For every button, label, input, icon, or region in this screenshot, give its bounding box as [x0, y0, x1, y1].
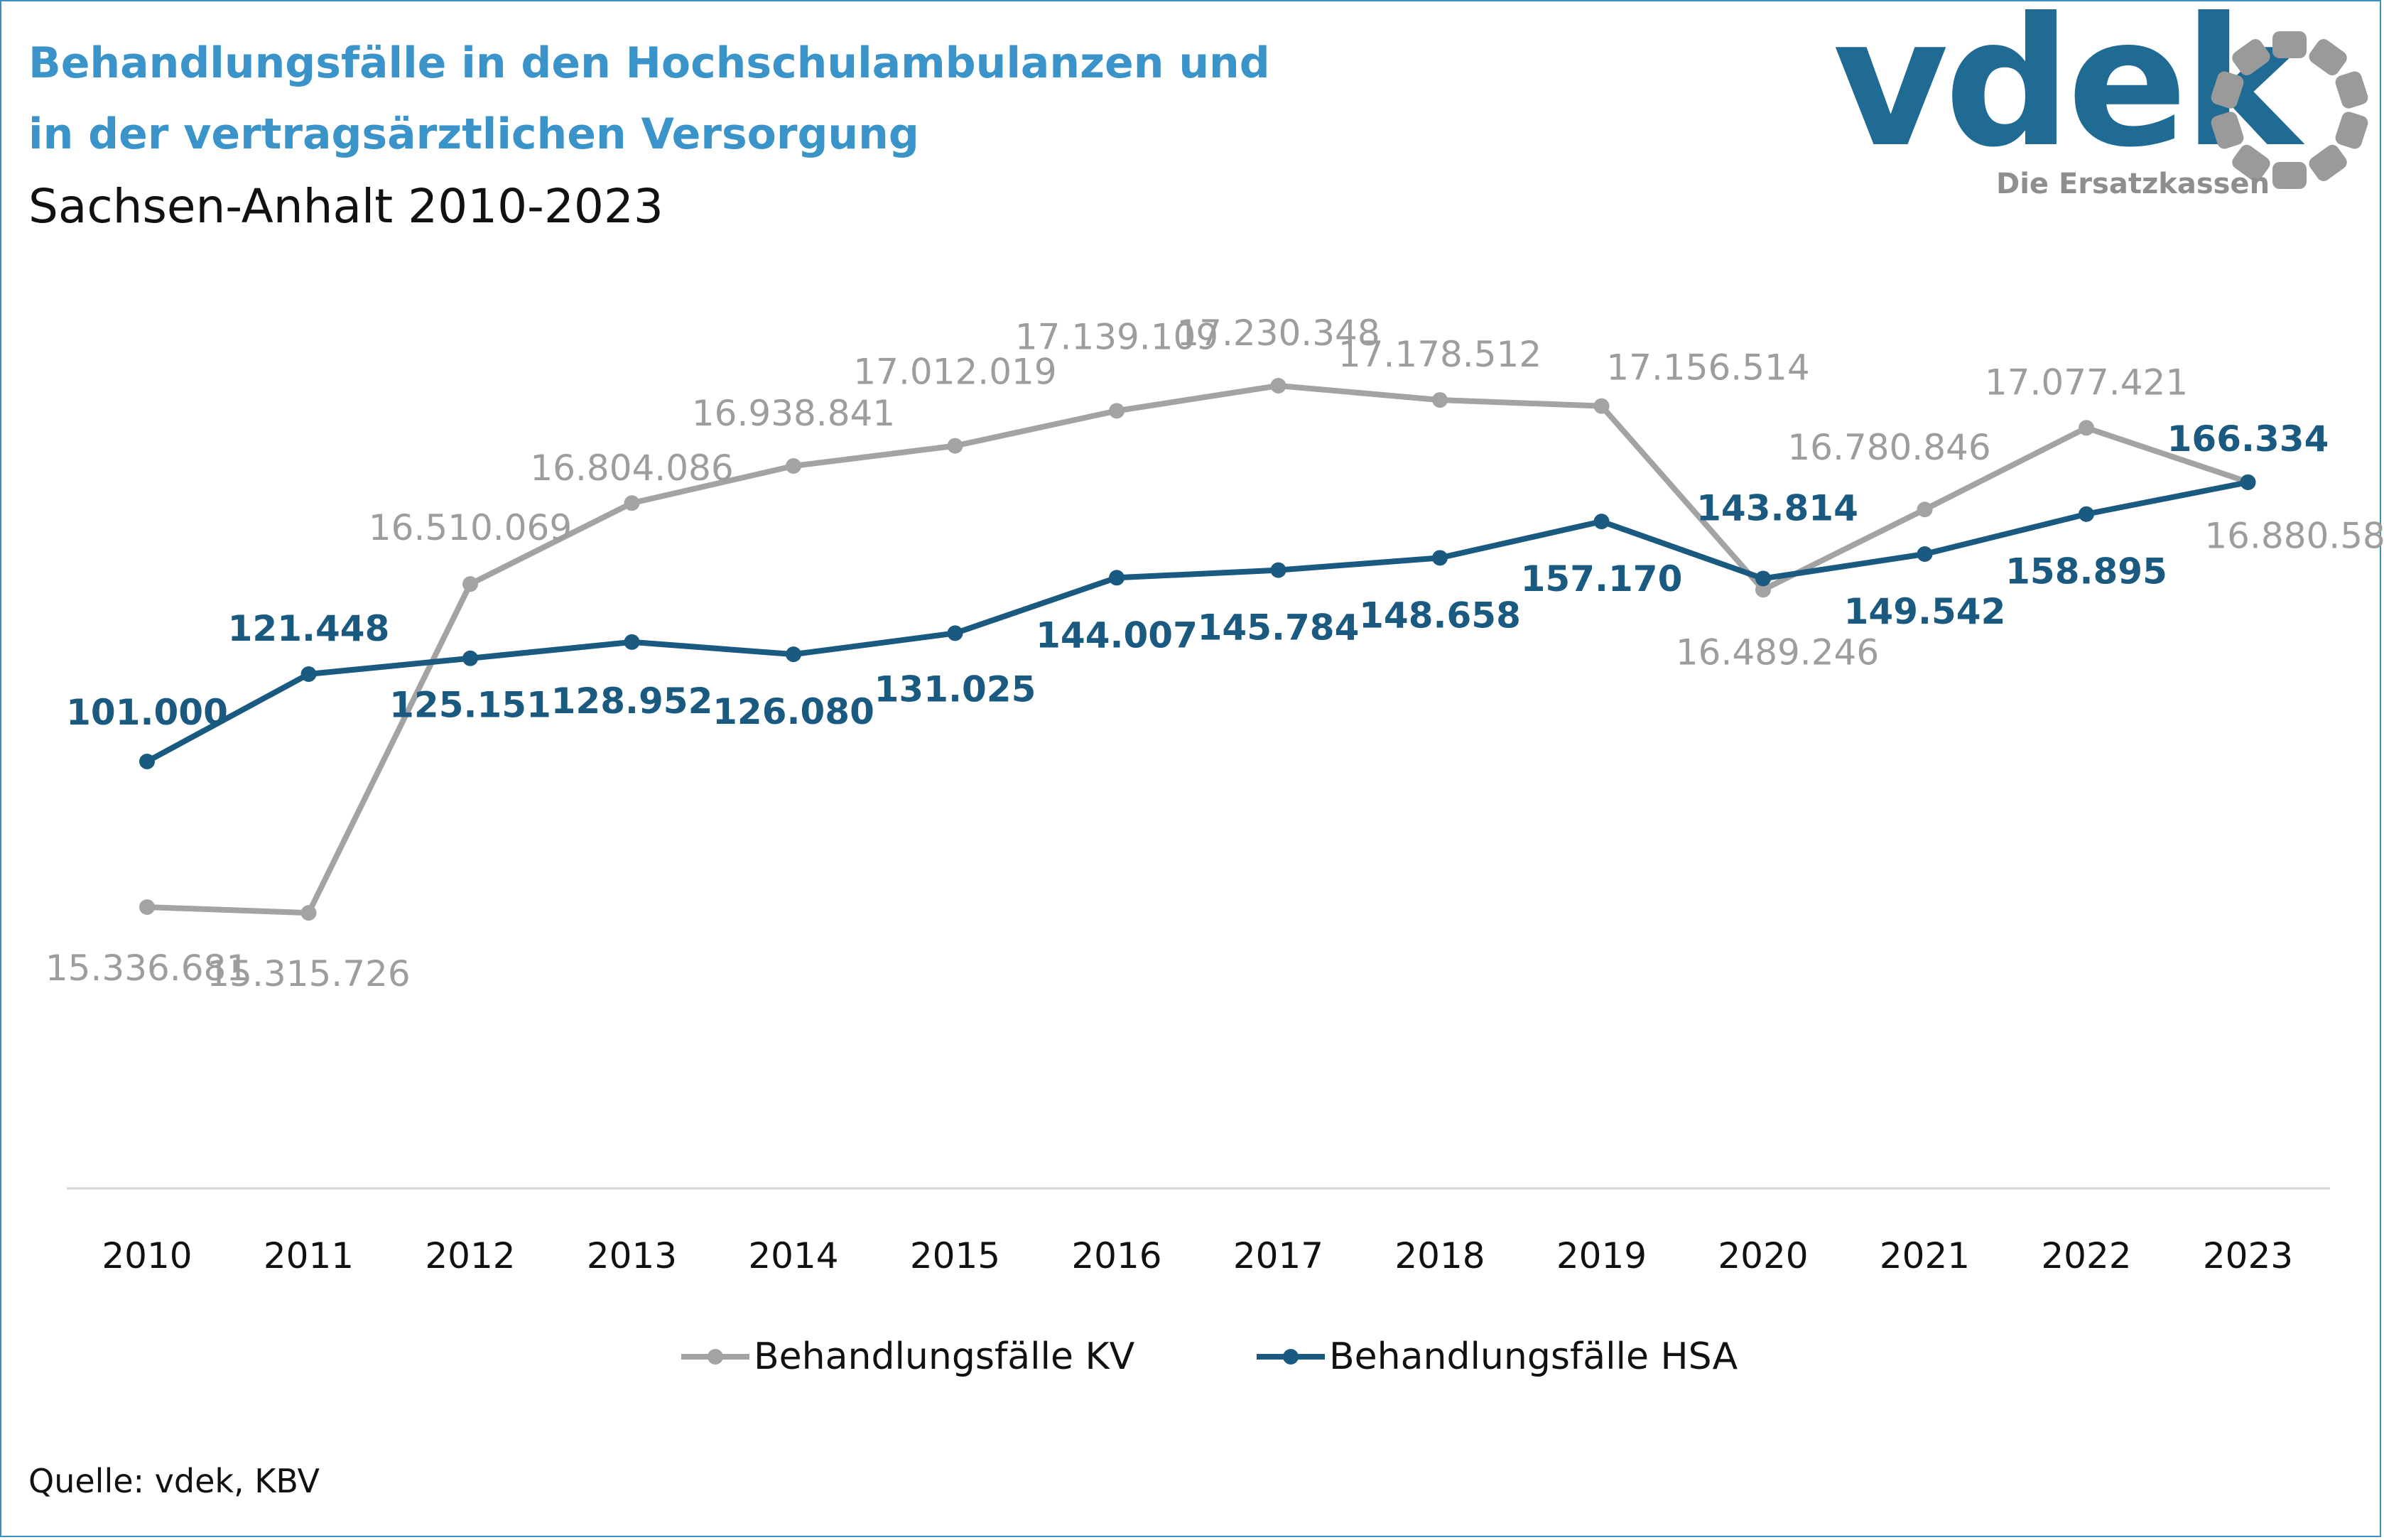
source-note: Quelle: vdek, KBV	[28, 1462, 320, 1500]
data-point-hsa	[947, 625, 963, 641]
chart-title-line-2: in der vertragsärztlichen Versorgung	[28, 109, 919, 159]
x-tick-label: 2023	[2203, 1235, 2293, 1276]
data-point-hsa	[786, 646, 801, 663]
logo-segment	[2232, 144, 2270, 181]
data-label-kv: 17.139.109	[1015, 316, 1218, 357]
data-point-kv	[1755, 582, 1771, 598]
data-point-hsa	[1109, 570, 1125, 586]
data-point-kv	[624, 495, 640, 511]
x-tick-label: 2022	[2041, 1235, 2131, 1276]
data-point-kv	[300, 905, 317, 921]
data-label-kv: 17.077.421	[1985, 362, 2188, 403]
data-label-kv: 16.804.086	[530, 448, 733, 489]
data-label-kv: 17.230.348	[1176, 313, 1380, 354]
x-tick-label: 2016	[1071, 1235, 1161, 1276]
data-point-hsa	[1917, 546, 1933, 563]
x-tick-label: 2018	[1394, 1235, 1485, 1276]
chart-title-line-1: Behandlungsfälle in den Hochschulambulan…	[28, 38, 1270, 88]
data-label-kv: 17.156.514	[1606, 347, 1809, 389]
data-label-hsa: 166.334	[2167, 418, 2329, 460]
logo-segment	[2309, 39, 2347, 76]
data-label-hsa: 157.170	[1521, 558, 1683, 600]
data-label-hsa: 145.784	[1198, 607, 1360, 649]
x-tick-label: 2014	[748, 1235, 838, 1276]
legend-swatch-hsa	[1257, 1349, 1325, 1365]
data-label-hsa: 148.658	[1359, 595, 1521, 636]
legend-label-hsa: Behandlungsfälle HSA	[1329, 1335, 1738, 1378]
legend-label-kv: Behandlungsfälle KV	[754, 1335, 1135, 1378]
data-label-kv: 16.780.846	[1787, 427, 1990, 468]
data-label-kv: 16.880.585	[2204, 516, 2384, 557]
data-point-hsa	[300, 666, 317, 683]
data-point-hsa	[1270, 562, 1286, 578]
data-label-kv: 17.012.019	[853, 352, 1056, 393]
logo-tagline: Die Ersatzkassen	[1996, 168, 2270, 200]
logo-segment	[2309, 144, 2347, 181]
logo-segment	[2335, 71, 2368, 109]
legend-swatch-kv	[681, 1349, 749, 1365]
vdek-logo: vdek Die Ersatzkassen	[1833, 0, 2373, 213]
data-point-kv	[1917, 501, 1933, 518]
data-label-kv: 16.510.069	[369, 507, 572, 548]
data-point-hsa	[2079, 506, 2094, 522]
x-tick-label: 2012	[425, 1235, 515, 1276]
data-label-hsa: 144.007	[1036, 614, 1198, 656]
logo-segment	[2211, 71, 2244, 109]
chart-subtitle: Sachsen-Anhalt 2010-2023	[28, 179, 663, 234]
data-point-hsa	[139, 754, 155, 769]
data-point-hsa	[462, 650, 478, 666]
data-point-hsa	[2240, 475, 2256, 490]
data-point-kv	[2079, 420, 2094, 436]
logo-segment	[2232, 39, 2270, 76]
series-line-kv	[144, 383, 2251, 916]
data-point-hsa	[1755, 570, 1771, 587]
data-label-hsa: 128.952	[551, 680, 713, 722]
logo-segment	[2272, 31, 2307, 58]
data-label-hsa: 131.025	[874, 668, 1036, 710]
x-tick-label: 2017	[1233, 1235, 1323, 1276]
x-tick-label: 2020	[1718, 1235, 1808, 1276]
series-line-hsa	[144, 479, 2251, 764]
x-tick-label: 2019	[1556, 1235, 1647, 1276]
data-label-kv: 17.178.512	[1338, 334, 1542, 375]
data-label-hsa: 143.814	[1696, 487, 1858, 528]
data-label-kv: 15.315.726	[207, 953, 410, 994]
data-label-hsa: 126.080	[713, 691, 874, 732]
data-point-hsa	[624, 634, 640, 650]
data-label-hsa: 101.000	[66, 692, 228, 733]
logo-circle-icon	[2211, 31, 2368, 189]
x-tick-label: 2011	[264, 1235, 354, 1276]
data-label-hsa: 121.448	[228, 608, 390, 649]
x-tick-label: 2010	[102, 1235, 192, 1276]
data-label-hsa: 149.542	[1844, 591, 2006, 632]
data-point-kv	[1270, 378, 1286, 394]
data-point-hsa	[1593, 514, 1610, 530]
logo-segment	[2335, 112, 2368, 149]
x-tick-label: 2013	[587, 1235, 677, 1276]
data-label-kv: 16.938.841	[692, 393, 895, 434]
x-tick-label: 2021	[1880, 1235, 1970, 1276]
data-point-kv	[139, 899, 155, 915]
data-point-kv	[947, 438, 963, 454]
data-label-hsa: 158.895	[2005, 551, 2167, 592]
data-point-kv	[1593, 398, 1610, 414]
data-point-kv	[1109, 403, 1125, 419]
logo-segment	[2211, 112, 2244, 149]
data-point-kv	[1432, 392, 1448, 408]
data-point-hsa	[1432, 550, 1448, 566]
data-label-kv: 15.336.681	[45, 948, 249, 989]
data-point-kv	[786, 457, 801, 474]
x-tick-label: 2015	[910, 1235, 1000, 1276]
data-point-kv	[462, 576, 478, 592]
data-label-hsa: 125.151	[389, 685, 551, 726]
logo-segment	[2272, 162, 2307, 189]
data-label-kv: 16.489.246	[1676, 631, 1879, 673]
